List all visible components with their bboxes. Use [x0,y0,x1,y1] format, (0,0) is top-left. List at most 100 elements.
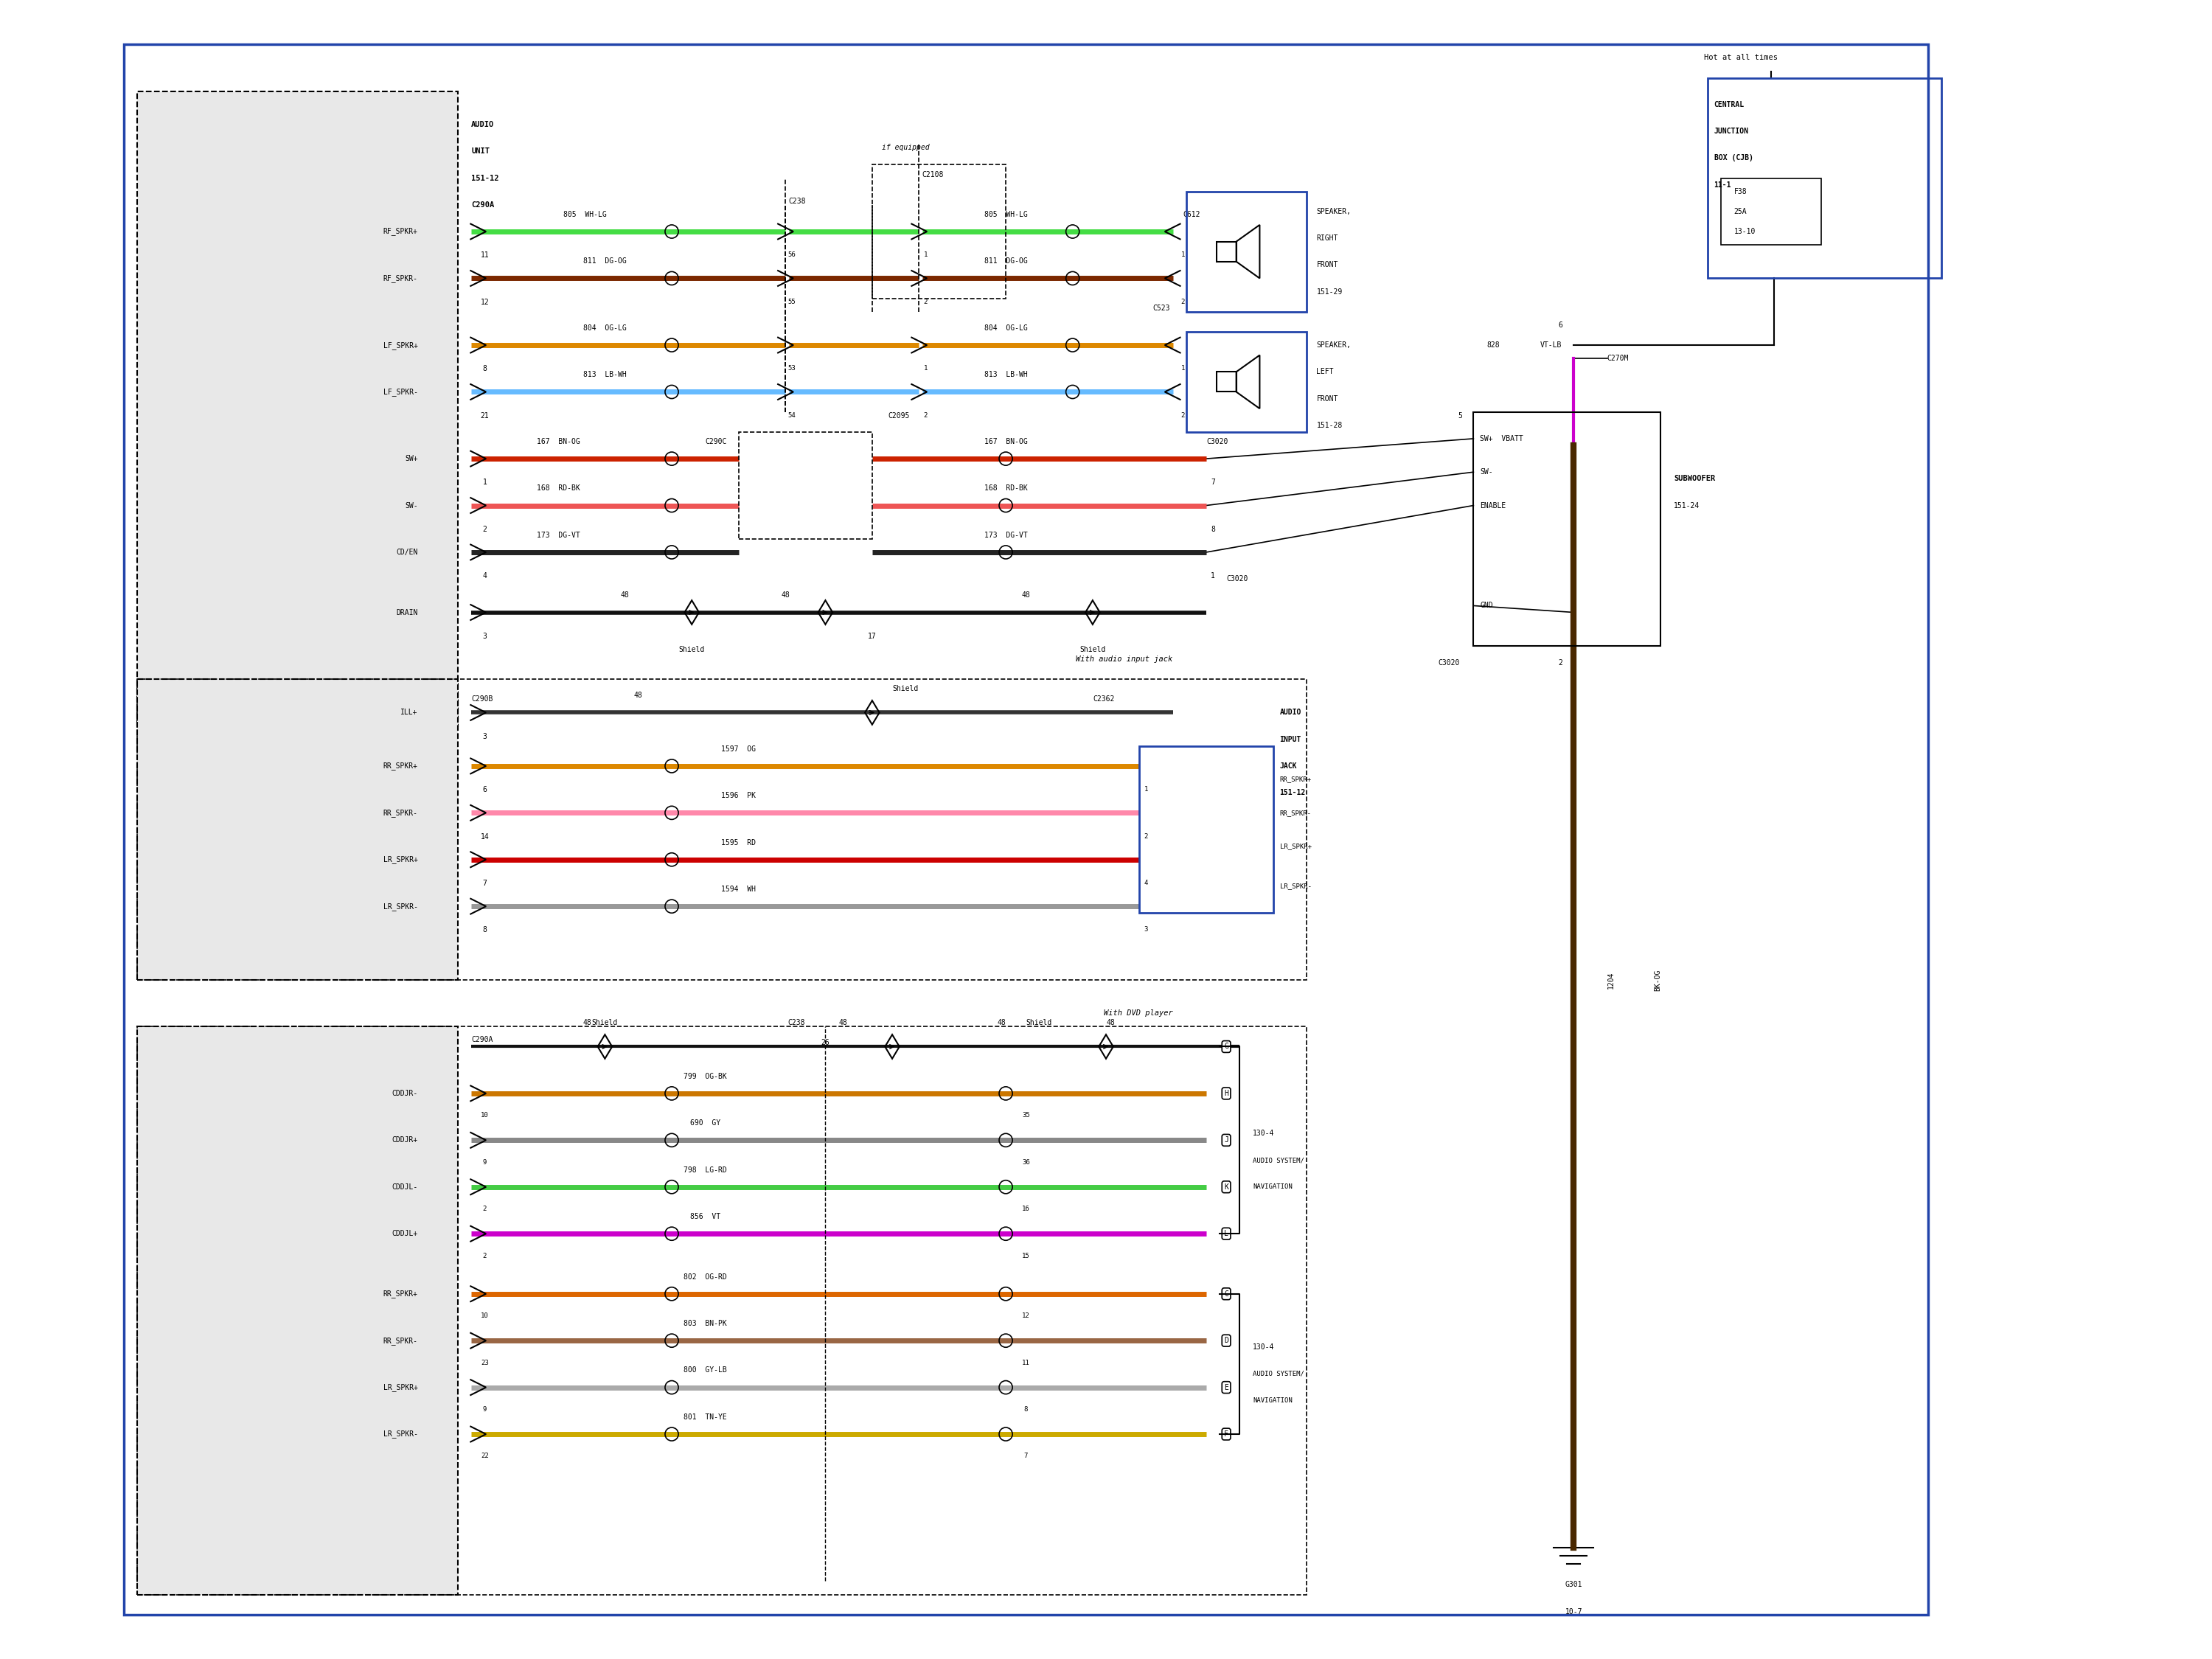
Text: Shield: Shield [1026,1019,1053,1027]
Text: 6: 6 [482,786,487,793]
Text: DRAIN: DRAIN [396,609,418,615]
Text: C238: C238 [790,197,805,204]
Text: RR_SPKR+: RR_SPKR+ [383,1289,418,1297]
Text: 1597  OG: 1597 OG [721,745,757,753]
Text: RR_SPKR-: RR_SPKR- [1281,810,1312,816]
Text: INPUT: INPUT [1281,735,1301,743]
Text: NAVIGATION: NAVIGATION [1252,1183,1292,1190]
Bar [137,1027,1307,1594]
Text: 36: 36 [1022,1160,1031,1166]
Text: H: H [1223,1090,1228,1097]
Text: 2: 2 [1144,833,1148,839]
Text: 130-4: 130-4 [1252,1344,1274,1350]
Text: 54: 54 [787,411,796,418]
Text: 811  DG-OG: 811 DG-OG [984,257,1026,265]
Text: 4: 4 [1144,879,1148,886]
Text: C270M: C270M [1608,355,1628,362]
Text: SUBWOOFER: SUBWOOFER [1674,474,1714,483]
Text: JACK: JACK [1281,763,1296,770]
Text: C2362: C2362 [1093,695,1115,703]
Text: 22: 22 [480,1453,489,1460]
Text: C: C [1223,1291,1228,1297]
Text: BOX (CJB): BOX (CJB) [1714,154,1752,161]
Bar [137,1027,458,1594]
Text: 12: 12 [480,299,489,305]
Text: 15: 15 [1022,1253,1031,1259]
Text: RR_SPKR+: RR_SPKR+ [1281,776,1312,783]
Text: 2: 2 [925,299,927,305]
Text: RR_SPKR+: RR_SPKR+ [383,761,418,770]
Text: 3: 3 [1144,926,1148,932]
Text: C3020: C3020 [1225,576,1248,582]
Text: 23: 23 [480,1359,489,1365]
Text: CD/EN: CD/EN [396,549,418,556]
Text: RF_SPKR+: RF_SPKR+ [383,227,418,236]
Text: 805  WH-LG: 805 WH-LG [984,211,1026,219]
Bar [1721,178,1820,246]
Text: RF_SPKR-: RF_SPKR- [383,274,418,282]
Text: 1204: 1204 [1608,971,1615,989]
Text: RIGHT: RIGHT [1316,234,1338,242]
Text: C2095: C2095 [887,411,909,420]
Text: F: F [1223,1430,1228,1438]
Text: 1: 1 [1181,365,1186,372]
Text: 151-29: 151-29 [1316,289,1343,295]
Bar [1139,747,1274,912]
Text: BK-OG: BK-OG [1655,969,1661,990]
Bar [739,431,872,539]
Text: Hot at all times: Hot at all times [1703,55,1778,61]
Text: RR_SPKR-: RR_SPKR- [383,810,418,816]
Text: LEFT: LEFT [1316,368,1334,375]
Text: 10-7: 10-7 [1566,1608,1582,1616]
Text: With audio input jack: With audio input jack [1075,655,1172,664]
Text: Shield: Shield [894,685,918,692]
Text: 2: 2 [482,526,487,533]
Text: GND: GND [1480,602,1493,609]
Text: 7: 7 [1210,479,1214,486]
Text: 800  GY-LB: 800 GY-LB [684,1367,728,1374]
Text: 168  RD-BK: 168 RD-BK [538,484,580,493]
Bar [137,679,1307,980]
Text: 1: 1 [925,365,927,372]
Text: 2: 2 [482,1206,487,1213]
Bar [1186,332,1307,431]
Text: 1: 1 [925,252,927,259]
Text: J: J [1223,1136,1228,1143]
Text: CDDJR+: CDDJR+ [392,1136,418,1143]
Text: LR_SPKR-: LR_SPKR- [1281,883,1312,889]
Text: G301: G301 [1566,1581,1582,1589]
Text: AUDIO: AUDIO [1281,708,1301,717]
Text: 48: 48 [998,1019,1006,1027]
Text: 56: 56 [787,252,796,259]
Text: C3020: C3020 [1438,659,1460,667]
Text: AUDIO SYSTEM/: AUDIO SYSTEM/ [1252,1156,1305,1163]
Text: LR_SPKR+: LR_SPKR+ [383,856,418,864]
Text: 2: 2 [925,411,927,418]
Text: C290A: C290A [471,1037,493,1044]
Text: 7: 7 [482,879,487,888]
Text: 10: 10 [480,1112,489,1118]
Text: C290A: C290A [471,201,493,209]
Bar [137,679,458,980]
Text: 14: 14 [480,833,489,839]
Text: SW-: SW- [405,501,418,509]
Text: 8: 8 [482,365,487,373]
Text: 12: 12 [1022,1312,1031,1319]
Text: SPEAKER,: SPEAKER, [1316,342,1352,348]
Text: 8: 8 [1210,526,1214,533]
Text: 803  BN-PK: 803 BN-PK [684,1321,728,1327]
Text: Shield: Shield [593,1019,617,1027]
Text: CDDJR-: CDDJR- [392,1090,418,1097]
Bar [1473,411,1661,645]
Text: With DVD player: With DVD player [1104,1010,1172,1017]
Text: C612: C612 [1183,211,1201,219]
Text: LF_SPKR-: LF_SPKR- [383,388,418,397]
Text: 8: 8 [1024,1407,1029,1413]
Text: RR_SPKR-: RR_SPKR- [383,1337,418,1345]
Text: C3020: C3020 [1206,438,1228,445]
Text: 7: 7 [1024,1453,1029,1460]
Text: CDDJL-: CDDJL- [392,1183,418,1191]
Text: ENABLE: ENABLE [1480,501,1506,509]
Text: 1: 1 [482,479,487,486]
Text: 805  WH-LG: 805 WH-LG [564,211,606,219]
